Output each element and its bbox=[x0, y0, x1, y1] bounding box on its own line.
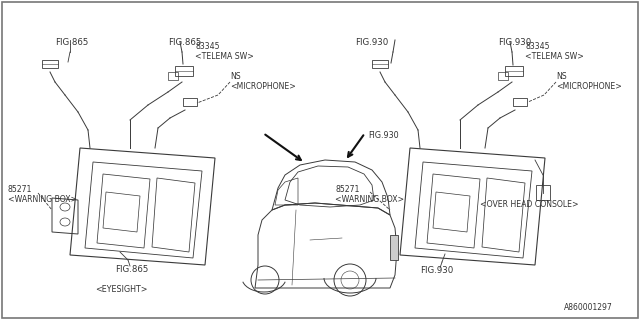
Text: FIG.930: FIG.930 bbox=[355, 38, 388, 47]
Text: <EYESIGHT>: <EYESIGHT> bbox=[95, 285, 147, 294]
Text: A860001297: A860001297 bbox=[564, 303, 612, 312]
Text: FIG.865: FIG.865 bbox=[55, 38, 88, 47]
Text: 83345
<TELEMA SW>: 83345 <TELEMA SW> bbox=[195, 42, 254, 61]
Bar bbox=[390, 235, 398, 260]
Text: FIG.930: FIG.930 bbox=[420, 266, 453, 275]
Text: NS
<MICROPHONE>: NS <MICROPHONE> bbox=[230, 72, 296, 92]
Text: 83345
<TELEMA SW>: 83345 <TELEMA SW> bbox=[525, 42, 584, 61]
Text: <OVER HEAD CONSOLE>: <OVER HEAD CONSOLE> bbox=[480, 200, 579, 209]
Text: FIG.865: FIG.865 bbox=[115, 265, 148, 274]
Text: 85271
<WARNING BOX>: 85271 <WARNING BOX> bbox=[335, 185, 404, 204]
Text: FIG.930: FIG.930 bbox=[368, 131, 399, 140]
Text: 85271
<WARNING BOX>: 85271 <WARNING BOX> bbox=[8, 185, 77, 204]
Text: NS
<MICROPHONE>: NS <MICROPHONE> bbox=[556, 72, 622, 92]
Text: FIG.930: FIG.930 bbox=[498, 38, 531, 47]
Text: FIG.865: FIG.865 bbox=[168, 38, 202, 47]
